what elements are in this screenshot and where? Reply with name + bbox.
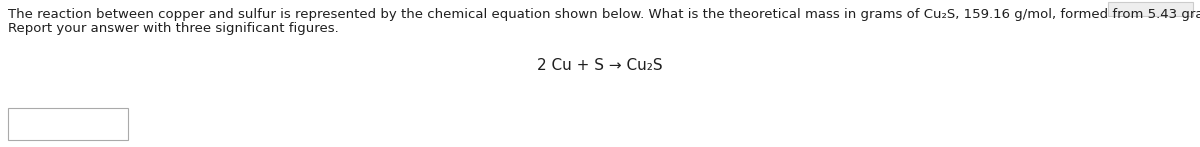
FancyBboxPatch shape	[1108, 2, 1193, 16]
FancyBboxPatch shape	[8, 108, 128, 140]
Text: Report your answer with three significant figures.: Report your answer with three significan…	[8, 22, 338, 35]
Text: The reaction between copper and sulfur is represented by the chemical equation s: The reaction between copper and sulfur i…	[8, 8, 1200, 21]
Text: 2 Cu + S → Cu₂S: 2 Cu + S → Cu₂S	[538, 58, 662, 73]
